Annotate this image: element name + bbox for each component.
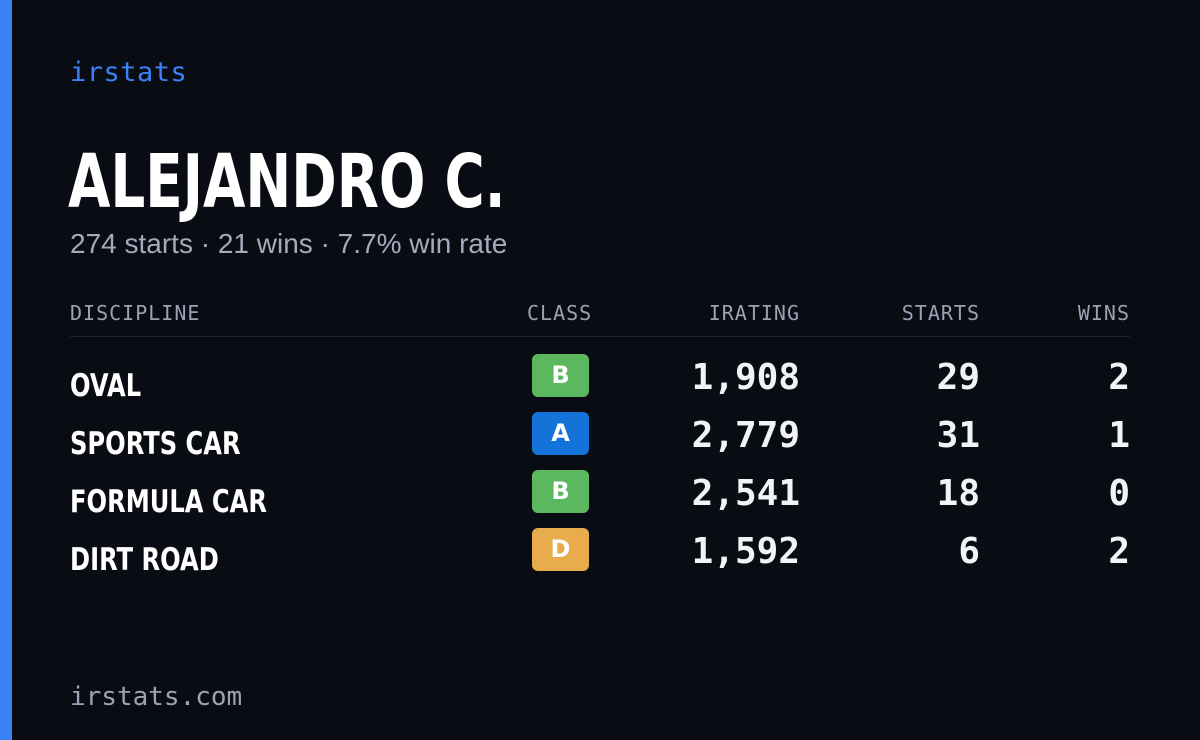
- discipline-name: SPORTS CAR: [70, 426, 241, 462]
- starts-value: 6: [958, 531, 980, 572]
- table-row: SPORTS CAR A 2,779 31 1: [0, 412, 1200, 470]
- class-badge: B: [532, 354, 589, 397]
- column-header-class: CLASS: [527, 301, 593, 325]
- accent-bar: [0, 0, 12, 740]
- column-header-irating: IRATING: [708, 301, 800, 325]
- column-header-wins: WINS: [1077, 301, 1130, 325]
- footer-domain: irstats.com: [70, 682, 243, 712]
- starts-value: 31: [936, 415, 980, 456]
- summary-separator: ·: [200, 228, 211, 259]
- irating-value: 1,592: [691, 531, 800, 572]
- class-badge: D: [532, 528, 589, 571]
- starts-total: 274 starts: [70, 228, 193, 259]
- table-row: FORMULA CAR B 2,541 18 0: [0, 470, 1200, 528]
- driver-summary: 274 starts · 21 wins · 7.7% win rate: [70, 226, 507, 262]
- wins-value: 2: [1108, 357, 1130, 398]
- discipline-name: FORMULA CAR: [70, 484, 268, 520]
- discipline-name: DIRT ROAD: [70, 542, 219, 578]
- starts-value: 18: [936, 473, 980, 514]
- win-rate: 7.7% win rate: [337, 228, 508, 259]
- wins-value: 2: [1108, 531, 1130, 572]
- brand-logo-text: irstats: [70, 57, 188, 88]
- irating-value: 1,908: [691, 357, 800, 398]
- discipline-name: OVAL: [70, 368, 142, 404]
- starts-value: 29: [936, 357, 980, 398]
- driver-name: ALEJANDRO C.: [68, 139, 506, 225]
- wins-value: 1: [1108, 415, 1130, 456]
- column-header-discipline: DISCIPLINE: [70, 301, 201, 325]
- column-header-starts: STARTS: [901, 301, 980, 325]
- summary-separator: ·: [320, 228, 330, 259]
- wins-value: 0: [1108, 473, 1130, 514]
- wins-total: 21 wins: [217, 228, 313, 259]
- class-badge: B: [532, 470, 589, 513]
- class-badge: A: [532, 412, 589, 455]
- table-row: DIRT ROAD D 1,592 6 2: [0, 528, 1200, 586]
- header-divider: [70, 336, 1130, 337]
- irating-value: 2,779: [691, 415, 800, 456]
- irating-value: 2,541: [691, 473, 800, 514]
- table-row: OVAL B 1,908 29 2: [0, 354, 1200, 412]
